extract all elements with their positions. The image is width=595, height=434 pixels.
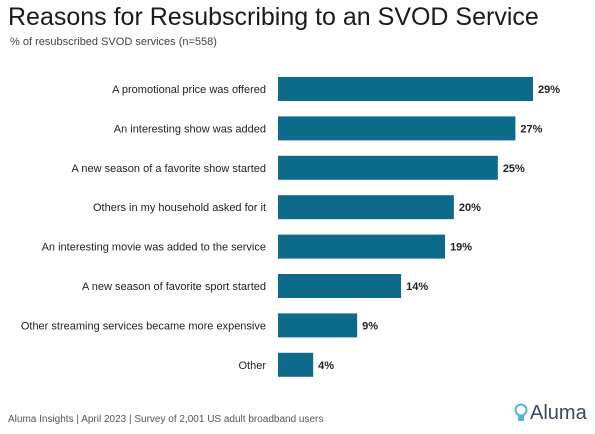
value-label: 14% [406,281,428,293]
bar [278,352,314,377]
bar-chart: A promotional price was offered 29% An int… [21,77,560,377]
category-label: A new season of a favorite show started [72,163,266,175]
aluma-logo: Aluma [514,402,587,425]
value-label: 9% [362,320,378,332]
category-label: A promotional price was offered [112,84,266,96]
category-label: An interesting show was added [114,123,266,135]
value-label: 25% [503,163,525,175]
value-label: 4% [318,360,334,372]
category-label: A new season of favorite sport started [82,281,266,293]
value-label: 20% [459,202,481,214]
bar [278,234,446,259]
category-label: Other [238,360,266,372]
chart-title: Reasons for Resubscribing to an SVOD Ser… [8,3,539,31]
value-label: 29% [538,84,560,96]
bar [278,155,498,180]
bar [278,274,402,298]
category-label: An interesting movie was added to the se… [42,242,266,254]
source-footer: Aluma Insights | April 2023 | Survey of … [8,414,324,425]
lightbulb-icon [514,403,528,421]
bar [278,116,516,141]
bar [278,195,454,220]
logo-text: Aluma [530,402,587,424]
bar [278,77,533,101]
bar [278,313,358,338]
value-label: 19% [450,242,472,254]
category-label: Others in my household asked for it [93,202,266,214]
value-label: 27% [520,123,542,135]
category-label: Other streaming services became more exp… [21,320,266,332]
chart-subtitle: % of resubscribed SVOD services (n=558) [10,36,217,48]
